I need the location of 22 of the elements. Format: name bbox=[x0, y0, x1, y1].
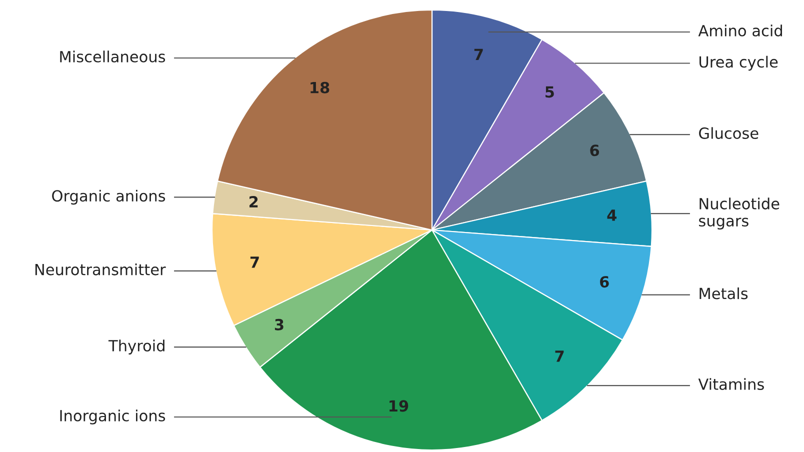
data-label: 2 bbox=[250, 196, 258, 208]
slice-label: Inorganic ions bbox=[60, 410, 166, 424]
slice-label: Organic anions bbox=[52, 190, 166, 205]
slice-label: Miscellaneous bbox=[60, 50, 166, 62]
data-label: 4 bbox=[607, 210, 617, 221]
slice-label: Amino acid bbox=[698, 24, 782, 36]
slice-label: Metals bbox=[700, 287, 748, 300]
data-label: 7 bbox=[555, 350, 564, 362]
data-label: 18 bbox=[310, 82, 330, 94]
slice-label: Urea cycle bbox=[700, 56, 778, 71]
data-label: 7 bbox=[250, 256, 259, 268]
slice-label: Nucleotide sugars bbox=[699, 198, 780, 230]
data-label: 3 bbox=[274, 318, 284, 330]
data-label: 6 bbox=[590, 144, 600, 156]
slice-label: Glucose bbox=[699, 127, 758, 139]
data-label: 7 bbox=[474, 48, 483, 60]
slice-label: Neurotransmitter bbox=[35, 264, 166, 276]
slice-label: Thyroid bbox=[108, 340, 164, 354]
data-label: 5 bbox=[546, 86, 554, 98]
data-label: 19 bbox=[390, 400, 408, 412]
slice-label: Vitamins bbox=[698, 378, 764, 390]
data-label: 6 bbox=[600, 276, 609, 288]
